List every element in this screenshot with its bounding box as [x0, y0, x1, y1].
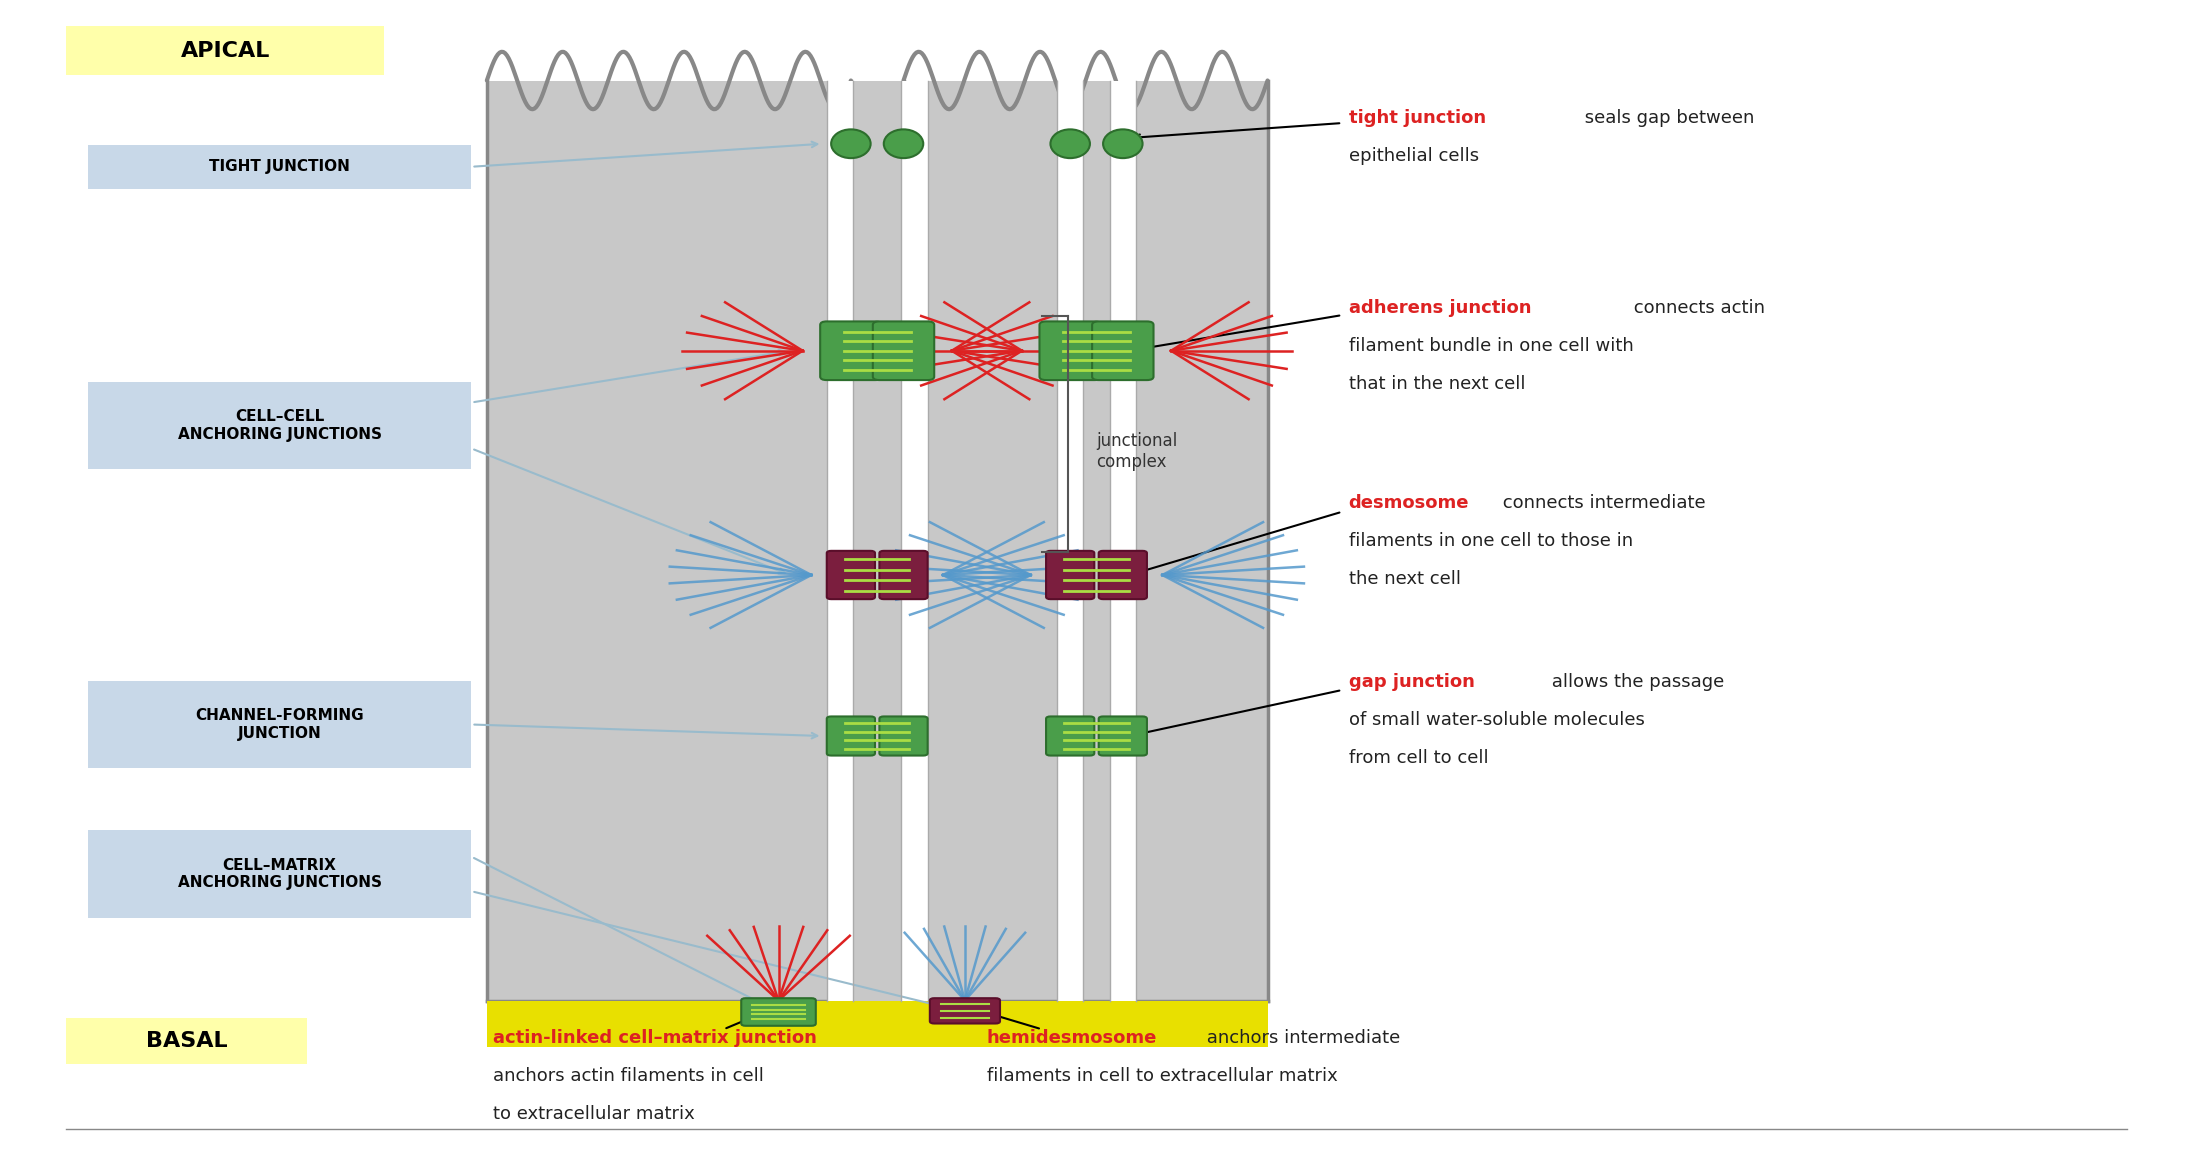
FancyBboxPatch shape	[873, 321, 934, 380]
FancyBboxPatch shape	[1046, 551, 1094, 599]
Text: connects intermediate: connects intermediate	[1496, 494, 1706, 513]
Bar	[827, 81, 853, 1000]
FancyBboxPatch shape	[879, 551, 928, 599]
Text: BASAL: BASAL	[145, 1030, 228, 1051]
Text: of small water-soluble molecules: of small water-soluble molecules	[1349, 711, 1645, 729]
Text: from cell to cell: from cell to cell	[1349, 749, 1489, 767]
Text: desmosome: desmosome	[1349, 494, 1469, 513]
FancyBboxPatch shape	[1046, 716, 1094, 756]
Bar	[851, 81, 904, 1000]
FancyBboxPatch shape	[820, 321, 882, 380]
Bar	[487, 81, 851, 1000]
Ellipse shape	[1103, 129, 1143, 158]
FancyBboxPatch shape	[66, 1018, 307, 1064]
Text: actin-linked cell–matrix junction: actin-linked cell–matrix junction	[493, 1029, 818, 1048]
Text: CELL–CELL
ANCHORING JUNCTIONS: CELL–CELL ANCHORING JUNCTIONS	[178, 409, 382, 442]
Text: allows the passage: allows the passage	[1546, 673, 1724, 691]
Text: tight junction: tight junction	[1349, 109, 1487, 128]
Text: CELL–MATRIX
ANCHORING JUNCTIONS: CELL–MATRIX ANCHORING JUNCTIONS	[178, 858, 382, 890]
Bar	[1057, 81, 1083, 1000]
Ellipse shape	[831, 129, 871, 158]
Bar	[487, 1000, 1268, 1046]
Text: gap junction: gap junction	[1349, 673, 1474, 691]
Bar	[1110, 81, 1136, 1000]
Bar	[904, 81, 1268, 1000]
Text: TIGHT JUNCTION: TIGHT JUNCTION	[208, 159, 351, 175]
FancyBboxPatch shape	[88, 830, 471, 918]
Text: epithelial cells: epithelial cells	[1349, 147, 1478, 166]
Text: adherens junction: adherens junction	[1349, 299, 1531, 317]
FancyBboxPatch shape	[827, 716, 875, 756]
FancyBboxPatch shape	[1099, 551, 1147, 599]
Text: that in the next cell: that in the next cell	[1349, 375, 1524, 393]
FancyBboxPatch shape	[88, 681, 471, 768]
Text: anchors intermediate: anchors intermediate	[1202, 1029, 1399, 1048]
FancyBboxPatch shape	[930, 998, 1000, 1024]
Text: junctional
complex: junctional complex	[1096, 432, 1178, 470]
Text: filaments in one cell to those in: filaments in one cell to those in	[1349, 532, 1634, 551]
FancyBboxPatch shape	[827, 551, 875, 599]
Text: CHANNEL-FORMING
JUNCTION: CHANNEL-FORMING JUNCTION	[195, 708, 364, 741]
Bar	[901, 81, 928, 1000]
Text: hemidesmosome: hemidesmosome	[987, 1029, 1158, 1048]
FancyBboxPatch shape	[741, 998, 816, 1026]
FancyBboxPatch shape	[66, 26, 384, 75]
Text: connects actin: connects actin	[1627, 299, 1765, 317]
Ellipse shape	[884, 129, 923, 158]
Text: anchors actin filaments in cell: anchors actin filaments in cell	[493, 1067, 765, 1086]
Text: filaments in cell to extracellular matrix: filaments in cell to extracellular matri…	[987, 1067, 1338, 1086]
FancyBboxPatch shape	[1039, 321, 1101, 380]
Text: seals gap between: seals gap between	[1579, 109, 1754, 128]
FancyBboxPatch shape	[879, 716, 928, 756]
FancyBboxPatch shape	[88, 145, 471, 189]
Text: to extracellular matrix: to extracellular matrix	[493, 1105, 695, 1124]
Text: APICAL: APICAL	[182, 40, 270, 61]
Ellipse shape	[1050, 129, 1090, 158]
FancyBboxPatch shape	[1099, 716, 1147, 756]
FancyBboxPatch shape	[88, 382, 471, 469]
Text: the next cell: the next cell	[1349, 570, 1461, 589]
Text: filament bundle in one cell with: filament bundle in one cell with	[1349, 337, 1634, 355]
FancyBboxPatch shape	[1092, 321, 1154, 380]
